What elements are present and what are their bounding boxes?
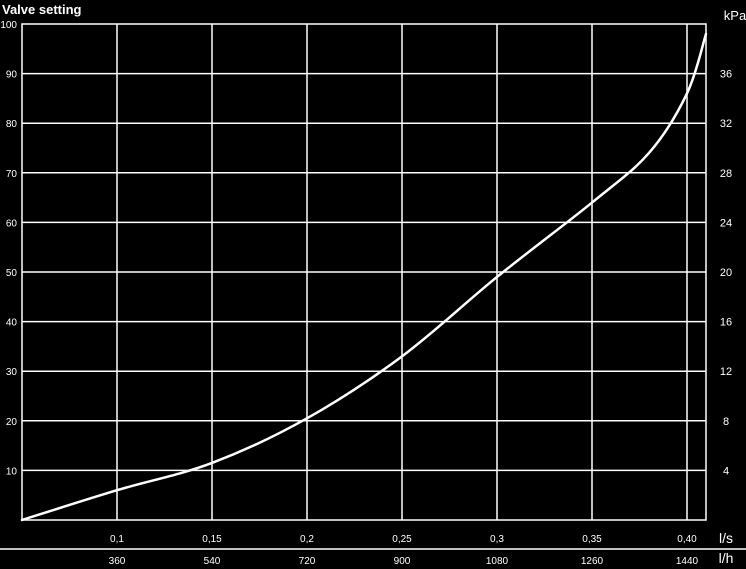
y-tick-left-80: 80: [6, 119, 18, 130]
y-tick-right-28: 28: [720, 168, 732, 180]
y-tick-left-70: 70: [6, 169, 18, 180]
y-tick-right-24: 24: [720, 217, 732, 229]
x-axis-label-lh: l/h: [719, 550, 734, 566]
x-tick-ls-0,35: 0,35: [582, 534, 602, 545]
x-tick-lh-540: 540: [204, 556, 221, 567]
x-tick-ls-0,2: 0,2: [300, 534, 314, 545]
y-axis-label-right: kPa: [724, 8, 746, 23]
y-tick-right-4: 4: [723, 465, 729, 477]
x-tick-lh-900: 900: [394, 556, 411, 567]
x-tick-ls-0,40: 0,40: [677, 534, 697, 545]
y-axis-label-left: Valve setting: [2, 2, 82, 17]
x-tick-ls-0,25: 0,25: [392, 534, 412, 545]
x-tick-ls-0,3: 0,3: [490, 534, 504, 545]
y-tick-right-8: 8: [723, 416, 729, 428]
y-tick-left-30: 30: [6, 367, 18, 378]
y-tick-right-12: 12: [720, 366, 732, 378]
x-tick-lh-1260: 1260: [581, 556, 604, 567]
y-tick-right-20: 20: [720, 267, 732, 279]
x-tick-ls-0,15: 0,15: [202, 534, 222, 545]
x-tick-lh-360: 360: [109, 556, 126, 567]
y-tick-right-36: 36: [720, 69, 732, 81]
x-tick-lh-1080: 1080: [486, 556, 509, 567]
y-tick-left-100: 100: [0, 20, 17, 31]
y-tick-right-32: 32: [720, 118, 732, 130]
y-tick-left-40: 40: [6, 318, 18, 329]
y-tick-right-16: 16: [720, 317, 732, 329]
y-tick-left-10: 10: [6, 466, 18, 477]
y-tick-left-50: 50: [6, 268, 18, 279]
x-tick-lh-1440: 1440: [676, 556, 699, 567]
y-tick-left-20: 20: [6, 417, 18, 428]
y-tick-left-90: 90: [6, 70, 18, 81]
series-line: [20, 32, 708, 522]
x-tick-ls-0,1: 0,1: [110, 534, 124, 545]
x-axis-label-ls: l/s: [719, 530, 733, 546]
y-tick-left-60: 60: [6, 218, 18, 229]
x-tick-lh-720: 720: [299, 556, 316, 567]
